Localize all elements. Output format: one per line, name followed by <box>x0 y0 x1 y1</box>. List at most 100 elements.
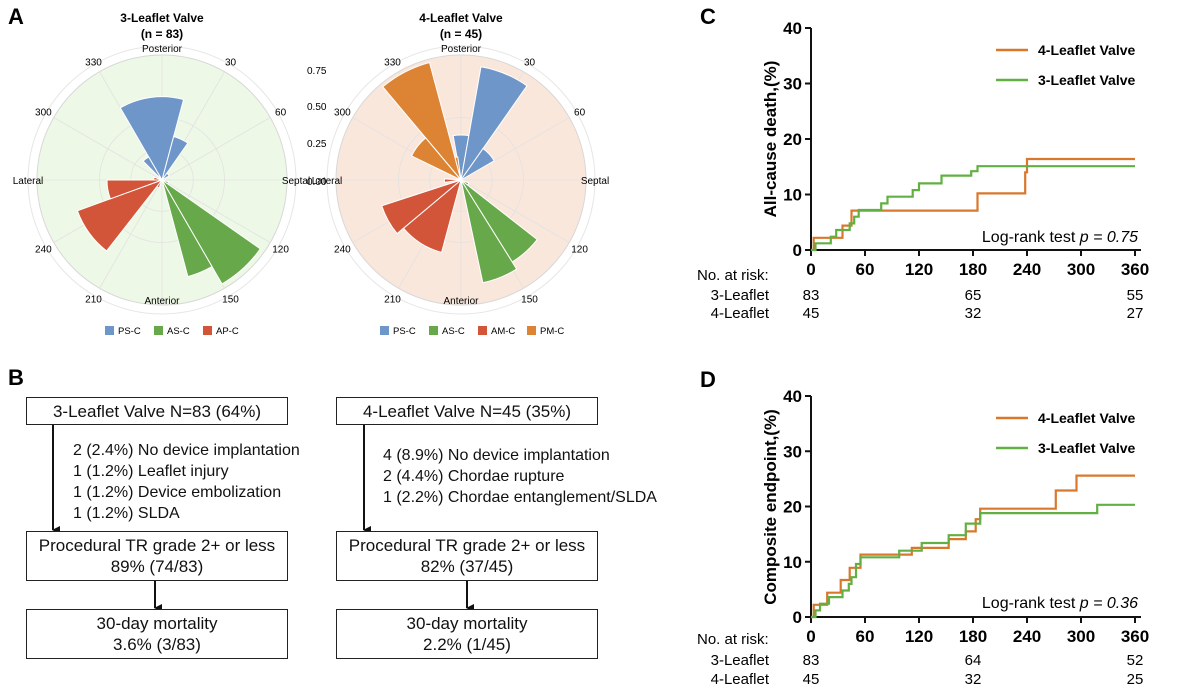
polar-chart-4-leaflet: 4-Leaflet Valve (n = 45) Posterior Septal… <box>312 11 609 337</box>
polar-bar-as-c <box>460 179 518 284</box>
polar-spoke <box>161 179 271 243</box>
polar-subtitle: (n = 45) <box>440 27 482 41</box>
angle-tick-label: 210 <box>384 295 401 306</box>
polar-bar-ps-c <box>142 156 163 181</box>
direction-label: Septal <box>581 176 609 187</box>
legend-label: PS-C <box>118 326 141 337</box>
flow-box-text: 2.2% (1/45) <box>423 635 511 654</box>
flow-box-text: 4-Leaflet Valve N=45 (35%) <box>362 401 572 421</box>
x-tick-label: 300 <box>1067 260 1095 279</box>
km-line-3-leaflet <box>811 165 1135 252</box>
risk-value: 55 <box>1127 287 1144 304</box>
direction-label: Lateral <box>312 176 343 187</box>
km-line-3-leaflet <box>811 503 1135 619</box>
angle-tick-label: 30 <box>225 57 237 68</box>
direction-label: Septal <box>282 176 310 187</box>
flow-box-text: Procedural TR grade 2+ or less <box>38 536 276 555</box>
flow-box-text: 30-day mortality <box>406 614 528 633</box>
flow-box-4-leaflet-procedural: Procedural TR grade 2+ or less 82% (37/4… <box>336 531 598 581</box>
y-tick-label: 30 <box>783 75 802 94</box>
y-tick-label: 30 <box>783 442 802 461</box>
radial-tick: 0.25 <box>307 139 327 150</box>
direction-label: Posterior <box>441 44 482 55</box>
y-axis-label: Composite endpoint,(%) <box>761 409 780 604</box>
x-tick-label: 240 <box>1013 627 1041 646</box>
angle-tick-label: 210 <box>85 295 102 306</box>
radial-tick: 0.75 <box>307 66 327 77</box>
angle-tick-label: 330 <box>384 57 401 68</box>
x-tick-label: 120 <box>905 260 933 279</box>
flow-notes-4-leaflet: 4 (8.9%) No device implantation 2 (4.4%)… <box>383 445 657 508</box>
flow-box-text: 3-Leaflet Valve N=83 (64%) <box>52 401 262 421</box>
log-rank-annotation: Log-rank test p = 0.75 <box>982 229 1138 246</box>
y-tick-label: 40 <box>783 387 802 406</box>
angle-tick-label: 150 <box>222 295 239 306</box>
risk-value: 32 <box>965 671 982 688</box>
risk-value: 83 <box>803 652 820 669</box>
flow-box-3-leaflet-mortality: 30-day mortality 3.6% (3/83) <box>26 609 288 659</box>
flow-note: 1 (2.2%) Chordae entanglement/SLDA <box>383 489 657 506</box>
x-tick-label: 120 <box>905 627 933 646</box>
legend-swatch <box>154 326 163 335</box>
x-tick-label: 0 <box>806 260 815 279</box>
risk-value: 27 <box>1127 305 1144 322</box>
flow-box-4-leaflet-mortality: 30-day mortality 2.2% (1/45) <box>336 609 598 659</box>
km-line-4-leaflet <box>811 474 1135 619</box>
flow-note: 2 (2.4%) No device implantation <box>73 442 300 459</box>
polar-bar-as-c <box>161 179 213 278</box>
polar-outer-ring <box>27 45 297 315</box>
angle-tick-label: 330 <box>85 57 102 68</box>
flow-box-3-leaflet-procedural: Procedural TR grade 2+ or less 89% (74/8… <box>26 531 288 581</box>
polar-bar-ap-c <box>153 176 163 181</box>
panel-label-d: D <box>700 367 716 392</box>
polar-title: 4-Leaflet Valve <box>419 11 503 25</box>
legend-label: 3-Leaflet Valve <box>1038 72 1135 88</box>
flow-note: 1 (1.2%) Device embolization <box>73 484 282 501</box>
polar-spoke <box>99 179 163 289</box>
polar-bar-ps-c <box>460 147 495 181</box>
flow-box-3-leaflet-total: 3-Leaflet Valve N=83 (64%) <box>26 397 288 425</box>
legend-swatch <box>203 326 212 335</box>
polar-bar-ap-c <box>76 178 164 252</box>
risk-value: 32 <box>965 305 982 322</box>
panel-label-b: B <box>8 365 24 390</box>
polar-bar-ps-c <box>161 172 170 181</box>
direction-label: Posterior <box>142 44 183 55</box>
polar-spoke <box>161 117 271 181</box>
y-tick-label: 0 <box>793 608 802 627</box>
risk-header: No. at risk: <box>697 631 769 648</box>
legend-label: PS-C <box>393 326 416 337</box>
risk-value: 65 <box>965 287 982 304</box>
y-tick-label: 20 <box>783 130 802 149</box>
polar-spoke <box>460 179 570 243</box>
x-tick-label: 360 <box>1121 260 1149 279</box>
risk-value: 45 <box>803 671 820 688</box>
x-tick-label: 240 <box>1013 260 1041 279</box>
polar-bar-ap-c <box>106 179 163 200</box>
legend-swatch <box>478 326 487 335</box>
flow-note: 4 (8.9%) No device implantation <box>383 447 610 464</box>
risk-value: 25 <box>1127 671 1144 688</box>
direction-label: Anterior <box>443 296 479 307</box>
flow-note: 1 (1.2%) SLDA <box>73 505 180 522</box>
legend-swatch <box>380 326 389 335</box>
polar-bar-am-c <box>381 179 462 235</box>
angle-tick-label: 60 <box>574 108 586 119</box>
angle-tick-label: 240 <box>35 245 52 256</box>
risk-value: 64 <box>965 652 982 669</box>
angle-tick-label: 150 <box>521 295 538 306</box>
legend-label: PM-C <box>540 326 564 337</box>
risk-row-label: 4-Leaflet <box>711 671 770 688</box>
x-tick-label: 300 <box>1067 627 1095 646</box>
x-tick-label: 60 <box>856 260 875 279</box>
legend-label: AM-C <box>491 326 515 337</box>
legend-label: AS-C <box>167 326 190 337</box>
polar-chart-3-leaflet: 3-Leaflet Valve (n = 83) Posterior Septal… <box>13 11 327 337</box>
y-tick-label: 10 <box>783 553 802 572</box>
x-tick-label: 180 <box>959 260 987 279</box>
legend-label: 4-Leaflet Valve <box>1038 410 1135 426</box>
radial-tick: 0.50 <box>307 102 327 113</box>
legend-label: AS-C <box>442 326 465 337</box>
flow-box-text: Procedural TR grade 2+ or less <box>348 536 586 555</box>
